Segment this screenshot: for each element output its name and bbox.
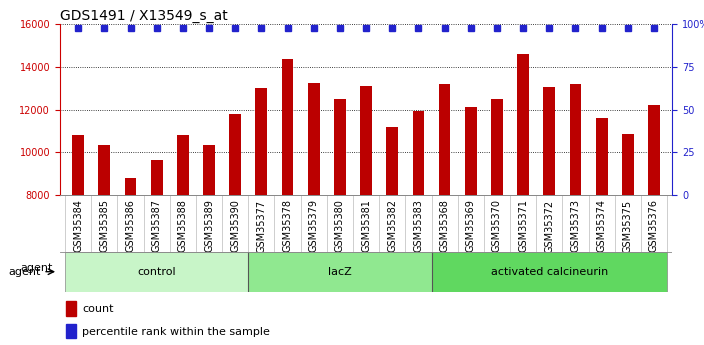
Text: GSM35376: GSM35376 [649, 199, 659, 253]
Bar [249, 252, 432, 292]
Bar [360, 86, 372, 345]
Text: GSM35390: GSM35390 [230, 199, 240, 252]
Bar [177, 135, 189, 345]
Bar [66, 302, 76, 316]
Text: GSM35388: GSM35388 [178, 199, 188, 252]
Text: GDS1491 / X13549_s_at: GDS1491 / X13549_s_at [60, 9, 227, 23]
Text: GSM35389: GSM35389 [204, 199, 214, 252]
Bar [203, 145, 215, 345]
Bar [648, 105, 660, 345]
Text: control: control [137, 267, 176, 277]
Text: GSM35386: GSM35386 [125, 199, 135, 252]
Text: GSM35384: GSM35384 [73, 199, 83, 252]
Text: GSM35380: GSM35380 [335, 199, 345, 252]
Text: GSM35371: GSM35371 [518, 199, 528, 253]
Bar [596, 118, 608, 345]
Text: GSM35385: GSM35385 [99, 199, 109, 253]
Text: GSM35383: GSM35383 [413, 199, 423, 252]
Text: activated calcineurin: activated calcineurin [491, 267, 608, 277]
Bar [151, 160, 163, 345]
Bar [622, 134, 634, 345]
Text: GSM35374: GSM35374 [597, 199, 607, 253]
Bar [386, 127, 398, 345]
Bar [465, 107, 477, 345]
Text: lacZ: lacZ [328, 267, 352, 277]
Text: GSM35381: GSM35381 [361, 199, 371, 252]
Text: GSM35375: GSM35375 [623, 199, 633, 253]
Text: agent: agent [20, 263, 53, 273]
Text: GSM35368: GSM35368 [439, 199, 450, 252]
Text: count: count [82, 304, 114, 314]
Bar [230, 114, 241, 345]
Bar [432, 252, 667, 292]
Bar [308, 83, 320, 345]
Bar [282, 59, 294, 345]
Text: percentile rank within the sample: percentile rank within the sample [82, 327, 270, 336]
Text: GSM35382: GSM35382 [387, 199, 397, 253]
Text: GSM35372: GSM35372 [544, 199, 554, 253]
Bar [125, 178, 137, 345]
Bar [439, 84, 451, 345]
Text: GSM35370: GSM35370 [492, 199, 502, 253]
Text: agent: agent [8, 267, 41, 277]
Text: GSM35373: GSM35373 [570, 199, 581, 253]
Bar [491, 99, 503, 345]
Bar [570, 84, 582, 345]
Bar [517, 54, 529, 345]
Bar [334, 99, 346, 345]
Text: GSM35379: GSM35379 [309, 199, 319, 253]
Bar [543, 87, 555, 345]
Text: GSM35387: GSM35387 [151, 199, 162, 253]
Bar [256, 88, 268, 345]
Bar [99, 145, 111, 345]
Bar [413, 111, 425, 345]
Text: GSM35377: GSM35377 [256, 199, 266, 253]
Text: GSM35378: GSM35378 [282, 199, 293, 253]
Bar [73, 135, 84, 345]
Bar [65, 252, 249, 292]
Text: GSM35369: GSM35369 [466, 199, 476, 252]
Bar [66, 324, 76, 338]
